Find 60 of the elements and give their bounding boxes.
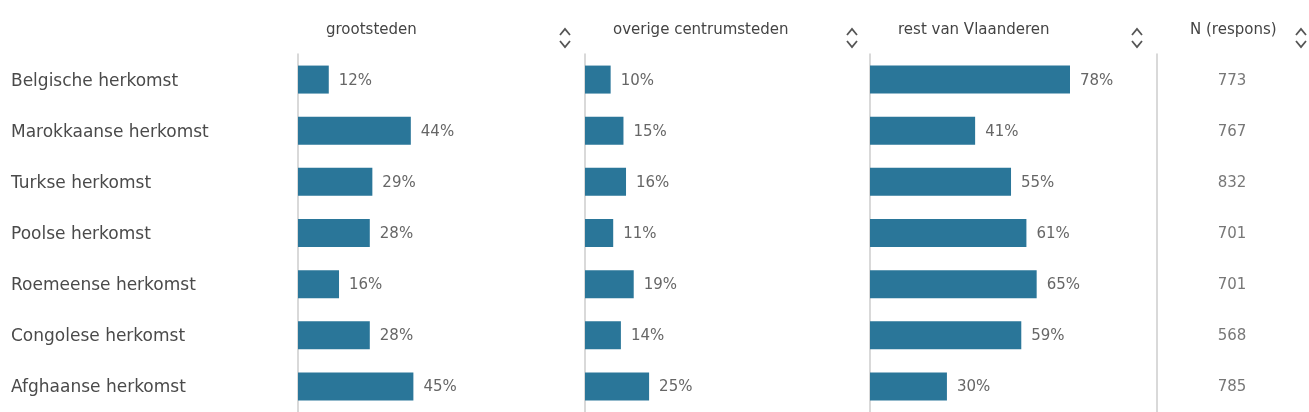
data-label: 78%	[1080, 70, 1114, 89]
bar	[870, 321, 1022, 350]
bar	[298, 270, 340, 299]
y-tick-label: Roemeense herkomst	[11, 274, 197, 295]
bar	[585, 372, 650, 401]
data-label: 16%	[636, 172, 670, 191]
data-label: 14%	[630, 326, 665, 345]
data-label: 28%	[379, 326, 414, 345]
data-label: 16%	[349, 275, 383, 294]
data-label: 29%	[382, 172, 416, 191]
bar	[585, 321, 621, 350]
data-label: 65%	[1046, 275, 1081, 294]
y-tick-label: Turkse herkomst	[10, 171, 152, 192]
bar	[298, 65, 329, 94]
bar	[870, 65, 1070, 94]
data-label: 55%	[1021, 172, 1055, 191]
data-label: 12%	[338, 70, 373, 89]
data-label: 568	[1217, 326, 1247, 345]
data-label: 15%	[633, 121, 667, 140]
bar	[585, 167, 627, 196]
data-label: 45%	[423, 377, 457, 396]
data-label: 785	[1217, 377, 1247, 396]
y-tick-label: Congolese herkomst	[11, 325, 186, 346]
bar	[298, 321, 370, 350]
bar	[585, 116, 624, 145]
data-label: 44%	[420, 121, 455, 140]
data-label: 28%	[379, 224, 414, 242]
data-label: 61%	[1036, 224, 1070, 242]
text: N (respons)	[1190, 19, 1277, 38]
data-label: 773	[1217, 70, 1247, 89]
data-label: 767	[1217, 121, 1247, 140]
data-label: 832	[1217, 172, 1247, 191]
data-label: 30%	[956, 377, 991, 396]
data-label: 59%	[1031, 326, 1065, 345]
bar	[298, 167, 373, 196]
data-label: 19%	[643, 275, 678, 294]
data-label: 11%	[623, 224, 657, 242]
data-label: 41%	[985, 121, 1019, 140]
chart-title: grootsteden	[326, 19, 417, 38]
y-tick-label: Afghaanse herkomst	[11, 376, 187, 397]
bar	[298, 116, 411, 145]
text: overige centrumsteden	[613, 19, 789, 38]
y-tick-label: Belgische herkomst	[11, 69, 179, 90]
bar	[870, 167, 1012, 196]
bar	[870, 219, 1027, 247]
bar	[585, 65, 611, 94]
data-label: 701	[1217, 275, 1247, 294]
data-label: 701	[1217, 224, 1247, 242]
bar	[870, 372, 947, 401]
bar	[870, 270, 1037, 299]
bar	[870, 116, 976, 145]
y-tick-label: Poolse herkomst	[11, 223, 152, 243]
data-label: 10%	[620, 70, 654, 89]
data-label: 25%	[659, 377, 693, 396]
y-tick-label: Marokkaanse herkomst	[11, 120, 210, 141]
bar	[585, 219, 614, 247]
bar	[585, 270, 634, 299]
bar	[298, 372, 414, 401]
bar	[298, 219, 370, 247]
chart-title: rest van Vlaanderen	[898, 19, 1050, 38]
